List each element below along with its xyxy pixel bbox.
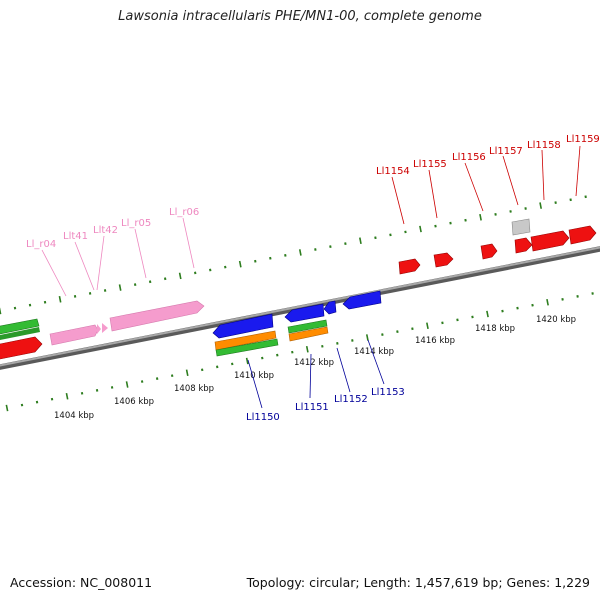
feature-labels: Ll1154 Ll1155 Ll1156 Ll1157 Ll1158 Ll115… bbox=[26, 134, 600, 423]
cds-ll1158[interactable] bbox=[530, 230, 570, 252]
gray-feature[interactable] bbox=[511, 218, 531, 236]
orange-feature-ll1150[interactable] bbox=[214, 330, 277, 351]
scale-labels: 1404 kbp 1406 kbp 1408 kbp 1410 kbp 1412… bbox=[54, 315, 576, 421]
green-feature-ll1151[interactable] bbox=[287, 319, 328, 334]
genome-summary-text: Topology: circular; Length: 1,457,619 bp… bbox=[246, 575, 590, 590]
cds-ll1155[interactable] bbox=[433, 252, 454, 268]
major-tick bbox=[185, 369, 189, 377]
rna-feature-ll-r04-llt41[interactable] bbox=[49, 324, 99, 346]
leader-lines bbox=[41, 145, 581, 409]
cds-ll1159[interactable] bbox=[568, 225, 597, 245]
label-ll1152[interactable]: Ll1152 bbox=[334, 394, 368, 405]
major-tick bbox=[0, 307, 2, 315]
label-ll1151[interactable]: Ll1151 bbox=[295, 402, 329, 413]
cds-ll1156[interactable] bbox=[480, 243, 498, 260]
cds-ll1153[interactable] bbox=[342, 290, 382, 310]
lower-tick-track bbox=[5, 292, 594, 412]
major-tick bbox=[298, 249, 302, 256]
red-feature-left[interactable] bbox=[0, 336, 43, 360]
green-feature-ll1150[interactable] bbox=[215, 338, 279, 357]
label-ll1150[interactable]: Ll1150 bbox=[246, 412, 280, 423]
cds-ll1151[interactable] bbox=[284, 303, 325, 323]
major-tick bbox=[125, 381, 129, 388]
label-ll-r06[interactable]: Ll_r06 bbox=[169, 207, 199, 218]
rna-feature-llt42[interactable] bbox=[102, 323, 108, 333]
label-ll1155[interactable]: Ll1155 bbox=[413, 159, 447, 170]
major-tick bbox=[305, 345, 309, 353]
scale-label-1408: 1408 kbp bbox=[174, 384, 214, 394]
map-title: Lawsonia intracellularis PHE/MN1-00, com… bbox=[118, 9, 482, 24]
orange-green-track bbox=[214, 319, 329, 357]
label-llt42[interactable]: Llt42 bbox=[93, 225, 118, 236]
rna-feature-track bbox=[49, 300, 205, 346]
major-tick bbox=[65, 392, 69, 400]
major-tick bbox=[178, 272, 182, 280]
rna-feature-ll-r05-ll-r06[interactable] bbox=[109, 300, 205, 332]
major-tick bbox=[486, 310, 489, 318]
backbone bbox=[0, 246, 600, 370]
rna-feature-llt41[interactable] bbox=[97, 324, 101, 334]
cds-ll1154[interactable] bbox=[398, 258, 421, 275]
cds-ll1150[interactable] bbox=[212, 313, 274, 339]
major-tick bbox=[118, 284, 122, 291]
label-ll1154[interactable]: Ll1154 bbox=[376, 166, 410, 177]
scale-label-1410: 1410 kbp bbox=[234, 371, 274, 381]
major-tick bbox=[359, 237, 362, 245]
major-tick bbox=[539, 202, 543, 209]
scale-label-1414: 1414 kbp bbox=[354, 347, 394, 357]
major-tick bbox=[479, 213, 482, 221]
scale-label-1420: 1420 kbp bbox=[536, 315, 576, 325]
major-tick bbox=[238, 260, 242, 268]
scale-label-1404: 1404 kbp bbox=[54, 411, 94, 421]
red-cds-track bbox=[398, 218, 597, 275]
accession-text: Accession: NC_008011 bbox=[10, 575, 153, 590]
scale-label-1406: 1406 kbp bbox=[114, 397, 154, 407]
label-ll1159[interactable]: Ll1159 bbox=[566, 134, 600, 145]
cds-ll1157[interactable] bbox=[514, 237, 533, 254]
orange-feature-ll1151[interactable] bbox=[288, 326, 329, 342]
scale-label-1412: 1412 kbp bbox=[294, 358, 334, 368]
major-tick bbox=[426, 322, 429, 330]
scale-label-1416: 1416 kbp bbox=[415, 336, 455, 346]
cds-ll1152[interactable] bbox=[323, 300, 337, 315]
label-ll1157[interactable]: Ll1157 bbox=[489, 146, 523, 157]
upper-tick-track bbox=[0, 195, 587, 315]
major-tick bbox=[5, 404, 9, 412]
scale-label-1418: 1418 kbp bbox=[475, 324, 515, 334]
major-tick bbox=[419, 225, 422, 233]
label-llt41[interactable]: Llt41 bbox=[63, 231, 88, 242]
major-tick bbox=[245, 357, 249, 365]
green-feature-left-1[interactable] bbox=[0, 318, 40, 335]
label-ll1153[interactable]: Ll1153 bbox=[371, 387, 405, 398]
major-tick bbox=[365, 334, 369, 341]
major-tick bbox=[58, 295, 62, 303]
label-ll1156[interactable]: Ll1156 bbox=[452, 152, 486, 163]
label-ll1158[interactable]: Ll1158 bbox=[527, 140, 561, 151]
major-tick bbox=[546, 298, 549, 306]
green-feature-left-2[interactable] bbox=[0, 327, 40, 341]
blue-cds-track bbox=[212, 290, 382, 339]
label-ll-r05[interactable]: Ll_r05 bbox=[121, 218, 151, 229]
label-ll-r04[interactable]: Ll_r04 bbox=[26, 239, 56, 250]
left-green-features bbox=[0, 318, 40, 341]
